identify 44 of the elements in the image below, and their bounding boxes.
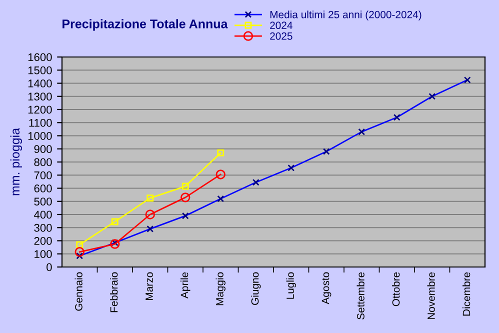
point [146,194,154,202]
x-tick-label: Agosto [322,272,332,304]
legend-label: 2025 [270,32,292,40]
x-tick-label: Settembre [356,272,364,320]
chart-title: Precipitazione Totale Annua [62,19,228,31]
point [182,182,189,190]
y-tick-label: 100 [34,250,52,258]
y-tick-label: 400 [34,210,52,219]
x-tick-label: Marzo [146,272,153,300]
y-tick-label: 1100 [29,118,52,127]
legend-label: 2024 [270,22,292,30]
x-tick-label: Giugno [251,272,261,305]
point [216,170,226,180]
y-tick-label: 800 [34,158,52,166]
y-tick-label: 1400 [28,80,52,88]
x-tick-label: Dicembre [462,272,470,316]
x-tick-label: Ottobre [392,272,400,306]
point [76,241,84,248]
y-tick-label: 900 [34,145,52,154]
point [180,192,190,202]
legend-label: Media ultimi 25 anni (2000-2024) [270,10,422,20]
point [217,149,224,156]
y-tick-label: 600 [34,184,52,192]
y-tick-label: 1200 [28,106,52,114]
y-tick-label: 0 [46,263,52,272]
x-tick-label: Maggio [216,272,226,306]
y-tick-label: 500 [34,198,52,206]
y-tick-label: 1600 [28,53,52,62]
point [74,247,84,257]
x-tick-label: Aprile [180,272,190,298]
y-tick-label: 1000 [28,132,52,140]
y-axis-title: mm. pioggia [10,128,22,196]
x-tick-label: Luglio [286,272,296,299]
y-tick-label: 300 [34,224,52,232]
y-tick-label: 700 [34,171,52,180]
x-tick-label: Febbraio [110,272,118,312]
y-tick-label: 1300 [28,92,52,101]
y-tick-label: 1500 [28,66,52,74]
point [111,218,118,226]
point [110,239,120,249]
y-tick-label: 200 [34,237,52,245]
x-tick-label: Novembre [427,272,435,320]
x-tick-label: Gennaio [74,272,82,311]
point [145,210,155,220]
